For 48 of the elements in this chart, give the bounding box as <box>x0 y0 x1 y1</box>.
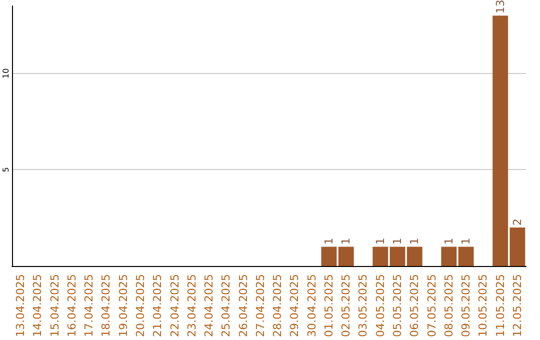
x-tick-label: 11.05.2025 <box>494 274 507 338</box>
x-tick-label: 25.04.2025 <box>220 274 233 338</box>
x-tick-label: 08.05.2025 <box>442 274 456 338</box>
data-label: 1 <box>460 238 473 245</box>
bar <box>321 246 337 266</box>
bar <box>338 246 354 266</box>
data-label: 2 <box>510 218 524 226</box>
x-tick-label: 24.04.2025 <box>202 274 216 338</box>
x-tick-label: 15.04.2025 <box>48 274 62 338</box>
x-tick-label: 02.05.2025 <box>340 274 353 338</box>
bar <box>441 246 457 266</box>
y-tick-label: 5 <box>2 167 10 172</box>
x-tick-label: 06.05.2025 <box>408 274 422 338</box>
x-tick-label: 05.05.2025 <box>391 274 404 338</box>
data-label: 13 <box>494 0 507 14</box>
x-tick-label: 30.04.2025 <box>305 274 318 338</box>
data-label: 1 <box>322 238 336 245</box>
x-tick-label: 12.05.2025 <box>510 274 524 338</box>
x-tick-label: 27.04.2025 <box>254 274 267 338</box>
x-tick-label: 03.05.2025 <box>356 274 370 338</box>
x-tick-label: 04.05.2025 <box>374 274 387 338</box>
x-tick-label: 07.05.2025 <box>425 274 438 338</box>
x-tick-label: 22.04.2025 <box>168 274 182 338</box>
x-tick-label: 10.05.2025 <box>476 274 490 338</box>
x-tick-label: 20.04.2025 <box>134 274 147 338</box>
data-label: 1 <box>408 238 422 245</box>
x-tick-label: 13.04.2025 <box>14 274 28 338</box>
x-tick-label: 16.04.2025 <box>65 274 78 338</box>
x-tick-label: 14.04.2025 <box>31 274 44 338</box>
bar <box>406 246 422 266</box>
x-tick-label: 26.04.2025 <box>236 274 250 338</box>
x-tick-label: 18.04.2025 <box>100 274 113 338</box>
x-tick-label: 09.05.2025 <box>460 274 473 338</box>
bar <box>458 246 474 266</box>
x-tick-label: 21.04.2025 <box>151 274 164 338</box>
bar <box>390 246 406 266</box>
x-tick-label: 29.04.2025 <box>288 274 302 338</box>
x-tick-label: 19.04.2025 <box>116 274 130 338</box>
x-tick-label: 28.04.2025 <box>271 274 284 338</box>
data-label: 1 <box>340 238 353 245</box>
data-label: 1 <box>374 238 387 245</box>
x-tick-label: 23.04.2025 <box>185 274 198 338</box>
x-tick-label: 01.05.2025 <box>322 274 336 338</box>
data-label: 1 <box>391 238 404 245</box>
data-label: 1 <box>442 238 456 245</box>
x-tick-label: 17.04.2025 <box>82 274 96 338</box>
bar <box>372 246 388 266</box>
y-tick-label: 10 <box>2 68 10 79</box>
